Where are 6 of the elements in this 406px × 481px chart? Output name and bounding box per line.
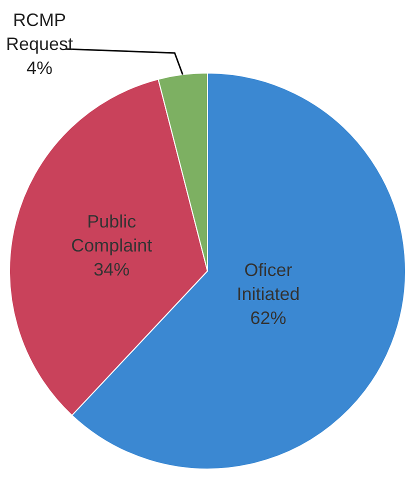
data-label: 62% (250, 308, 286, 328)
slice-label: Oficer Initiated (236, 260, 300, 304)
slice-label: Public Complaint (71, 211, 152, 256)
slice-label: RCMP Request (6, 10, 74, 54)
data-label: 4% (26, 58, 53, 78)
data-label: 34% (94, 259, 130, 280)
